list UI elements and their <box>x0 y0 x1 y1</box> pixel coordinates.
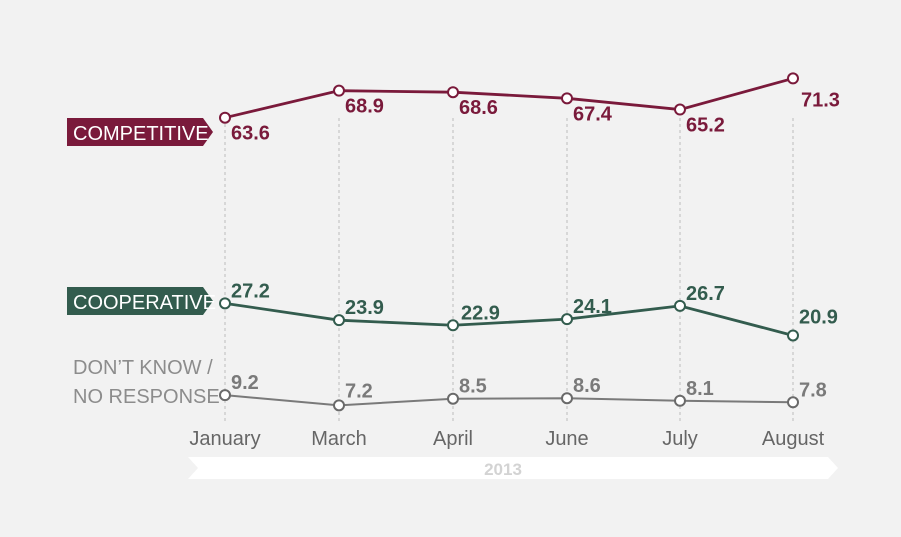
data-point <box>787 329 799 342</box>
data-label: 9.2 <box>231 372 259 394</box>
data-point <box>447 392 459 405</box>
data-point <box>219 297 231 310</box>
data-label: 8.1 <box>686 378 714 400</box>
data-point <box>674 394 686 407</box>
data-point <box>333 399 345 412</box>
series-label: DON’T KNOW / <box>73 357 213 379</box>
data-label: 71.3 <box>801 89 840 111</box>
data-point <box>561 313 573 326</box>
year-label: 2013 <box>484 460 522 479</box>
series-label-tag <box>67 287 213 315</box>
data-label: 20.9 <box>799 306 838 328</box>
data-label: 7.2 <box>345 380 373 402</box>
data-label: 68.6 <box>459 97 498 119</box>
data-point <box>674 103 686 116</box>
data-label: 7.8 <box>799 379 827 401</box>
x-tick-label: July <box>662 428 698 450</box>
series-label: COOPERATIVE <box>73 292 216 314</box>
data-label: 8.5 <box>459 376 487 398</box>
data-point <box>333 314 345 327</box>
data-label: 27.2 <box>231 280 270 302</box>
series-label-tag <box>67 118 213 146</box>
data-point <box>561 392 573 405</box>
data-label: 26.7 <box>686 283 725 305</box>
data-label: 65.2 <box>686 115 725 137</box>
series-line <box>224 301 794 337</box>
data-label: 24.1 <box>573 296 612 318</box>
data-label: 22.9 <box>461 302 500 324</box>
data-label: 68.9 <box>345 96 384 118</box>
data-label: 67.4 <box>573 103 613 125</box>
x-tick-label: January <box>189 428 260 450</box>
data-point <box>674 299 686 312</box>
x-tick-label: June <box>545 428 588 450</box>
series-line <box>224 394 794 407</box>
data-point <box>447 319 459 332</box>
x-tick-label: August <box>762 428 825 450</box>
series-line <box>224 77 794 120</box>
series-label: COMPETITIVE <box>73 123 209 145</box>
data-point <box>219 111 231 124</box>
data-label: 23.9 <box>345 297 384 319</box>
data-point <box>333 84 345 97</box>
data-point <box>219 389 231 402</box>
data-label: 63.6 <box>231 123 270 145</box>
data-label: 8.6 <box>573 375 601 397</box>
series-label: NO RESPONSE <box>73 386 220 408</box>
x-tick-label: April <box>433 428 473 450</box>
data-point <box>447 86 459 99</box>
data-point <box>787 72 799 85</box>
data-point <box>787 396 799 409</box>
year-ribbon <box>188 457 838 479</box>
data-point <box>561 92 573 105</box>
x-tick-label: March <box>311 428 367 450</box>
